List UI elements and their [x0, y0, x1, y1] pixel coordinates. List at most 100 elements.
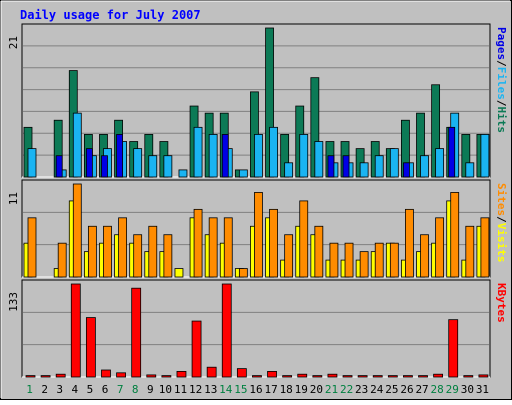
- x-tick-label-day-10: 10: [159, 383, 172, 396]
- bar-files-day-28: [435, 148, 445, 178]
- bar-kbytes-day-8: [131, 287, 142, 378]
- x-tick-label-day-26: 26: [400, 383, 413, 396]
- bar-kbytes-day-6: [101, 369, 111, 378]
- bar-files-day-13: [208, 134, 218, 178]
- chart-panels: 21 Pages/Files/Hits 11 Sites/Visits 133 KByte…: [7, 23, 508, 378]
- legend-entry-visits: Visits: [495, 223, 508, 263]
- bar-pages-day-22: [342, 155, 350, 178]
- legend-separator: /: [495, 216, 508, 223]
- y-max-label: 11: [7, 192, 20, 205]
- bar-files-day-9: [148, 155, 158, 178]
- x-tick-label-day-9: 9: [147, 383, 154, 396]
- y-max-label: 133: [7, 292, 20, 312]
- bar-kbytes-day-30: [463, 375, 474, 378]
- bar-pages-day-29: [448, 126, 456, 178]
- bar-kbytes-day-29: [448, 319, 459, 378]
- bar-sites-day-31: [480, 217, 490, 278]
- bar-sites-day-27: [420, 234, 429, 278]
- bar-kbytes-day-17: [267, 371, 277, 378]
- bar-sites-day-4: [72, 183, 82, 278]
- bar-sites-day-15: [238, 268, 248, 278]
- x-tick-label-day-29: 29: [446, 383, 459, 396]
- bar-kbytes-day-23: [357, 375, 368, 378]
- bar-kbytes-day-24: [372, 375, 383, 378]
- x-tick-label-day-16: 16: [249, 383, 262, 396]
- bar-kbytes-day-27: [418, 375, 428, 378]
- bar-sites-day-5: [87, 225, 97, 278]
- x-tick-label-day-21: 21: [325, 383, 338, 396]
- bar-kbytes-day-19: [297, 373, 308, 378]
- bar-sites-day-17: [269, 208, 278, 278]
- series-kbytes: [25, 283, 489, 378]
- bar-sites-day-21: [329, 242, 339, 278]
- bar-kbytes-day-16: [252, 375, 262, 378]
- bar-kbytes-day-21: [327, 373, 338, 378]
- bar-kbytes-day-10: [161, 375, 172, 378]
- bar-files-day-8: [133, 148, 143, 178]
- x-tick-label-day-3: 3: [56, 383, 63, 396]
- bar-sites-day-14: [223, 217, 233, 278]
- bar-kbytes-day-22: [342, 375, 353, 378]
- legend-entry-kbytes: KBytes: [495, 283, 508, 323]
- bar-files-day-1: [27, 148, 37, 178]
- x-tick-label-day-1: 1: [26, 383, 33, 396]
- bar-pages-day-3: [55, 155, 63, 178]
- bar-sites-day-22: [344, 242, 354, 278]
- legend-entry-hits: Hits: [495, 107, 508, 134]
- bar-kbytes-day-15: [236, 368, 247, 378]
- bar-sites-day-16: [254, 192, 263, 278]
- bar-files-day-18: [284, 162, 294, 178]
- x-tick-label-day-6: 6: [102, 383, 109, 396]
- panel-legend: Sites/Visits: [495, 183, 508, 263]
- x-tick-label-day-13: 13: [204, 383, 217, 396]
- bar-sites-day-26: [405, 208, 414, 278]
- x-tick-label-day-2: 2: [41, 383, 48, 396]
- x-tick-label-day-25: 25: [385, 383, 398, 396]
- legend-separator: /: [495, 60, 508, 67]
- bar-sites-day-28: [435, 217, 445, 278]
- bar-pages-day-26: [403, 162, 410, 178]
- bar-sites-day-23: [359, 251, 369, 278]
- legend-separator: /: [495, 100, 508, 107]
- series-sites: [27, 183, 490, 278]
- bar-sites-day-25: [389, 242, 399, 278]
- bar-sites-day-20: [314, 225, 324, 278]
- bar-pages-day-6: [101, 155, 108, 178]
- y-max-label: 21: [7, 36, 20, 49]
- bar-sites-day-19: [299, 200, 309, 278]
- bar-sites-day-3: [57, 242, 67, 278]
- x-tick-label-day-19: 19: [295, 383, 308, 396]
- bar-pages-day-7: [116, 134, 123, 178]
- x-tick-label-day-8: 8: [132, 383, 139, 396]
- x-tick-label-day-7: 7: [117, 383, 124, 396]
- chart-title: Daily usage for July 2007: [20, 8, 201, 22]
- bar-kbytes-day-11: [176, 371, 187, 378]
- bar-sites-day-7: [118, 217, 127, 278]
- panel-hits-files-pages: 21 Pages/Files/Hits: [7, 23, 508, 178]
- bar-pages-day-21: [327, 155, 335, 178]
- bar-kbytes-day-1: [25, 375, 36, 378]
- bar-pages-day-5: [85, 148, 93, 178]
- x-tick-label-day-5: 5: [87, 383, 94, 396]
- x-tick-label-day-23: 23: [355, 383, 368, 396]
- bar-files-day-12: [193, 126, 203, 178]
- bar-files-day-17: [269, 126, 278, 178]
- bar-sites-day-8: [133, 234, 143, 278]
- bar-files-day-16: [254, 134, 263, 178]
- bar-files-day-31: [480, 134, 490, 178]
- bar-sites-day-13: [208, 217, 218, 278]
- x-tick-label-day-31: 31: [476, 383, 489, 396]
- bar-kbytes-day-5: [85, 317, 96, 378]
- bar-kbytes-day-4: [70, 283, 81, 378]
- bar-sites-day-10: [163, 234, 173, 278]
- bar-kbytes-day-12: [191, 320, 202, 378]
- bar-kbytes-day-7: [116, 372, 126, 378]
- panel-legend: KBytes: [495, 283, 508, 323]
- bar-sites-day-6: [103, 225, 112, 278]
- bar-kbytes-day-26: [403, 375, 413, 378]
- bar-sites-day-9: [148, 225, 158, 278]
- bar-kbytes-day-3: [55, 373, 66, 378]
- x-tick-label-day-22: 22: [340, 383, 353, 396]
